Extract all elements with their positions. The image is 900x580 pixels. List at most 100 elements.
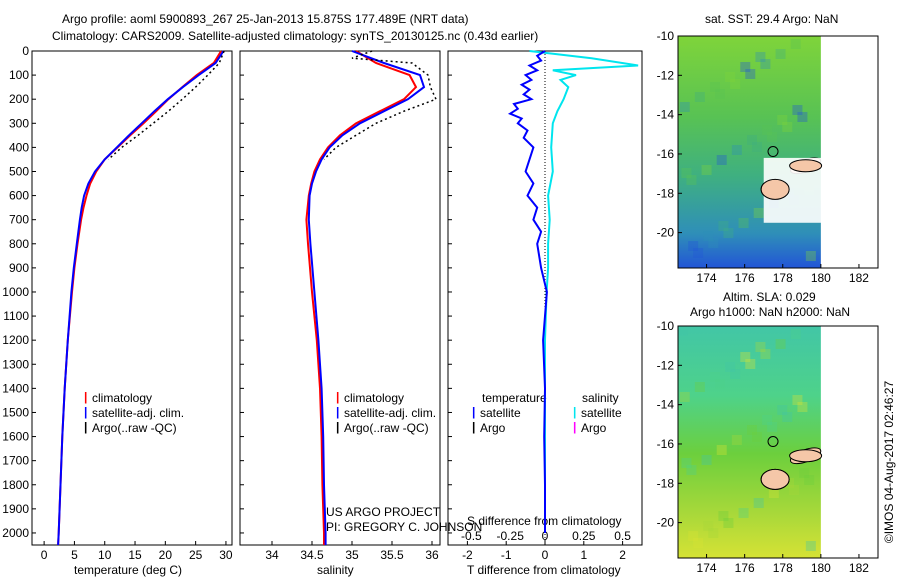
- map-texture: [715, 89, 725, 99]
- map-lon-label: 178: [773, 561, 793, 575]
- difference-t-tick-label: -1: [501, 548, 512, 562]
- depth-tick-label: 1300: [2, 357, 29, 371]
- title-line-2: Climatology: CARS2009. Satellite-adjuste…: [52, 29, 539, 43]
- map-lat-label: -12: [657, 68, 675, 82]
- depth-tick-label: 1800: [2, 478, 29, 492]
- depth-tick-label: 1700: [2, 454, 29, 468]
- map-texture: [762, 125, 773, 135]
- map-texture: [688, 241, 699, 251]
- map-texture: [710, 82, 720, 92]
- map-texture: [703, 231, 714, 241]
- map-texture: [804, 475, 815, 485]
- legend-satellite-adj: satellite-adj. clim.: [344, 406, 437, 420]
- map-texture: [703, 521, 714, 531]
- temperature-argo-line: [107, 50, 225, 160]
- map-texture: [777, 405, 788, 415]
- map-texture: [701, 165, 712, 175]
- temperature-tick-label: 15: [128, 548, 142, 562]
- map-texture: [753, 208, 764, 218]
- map-texture: [745, 359, 756, 369]
- map-lon-label: 174: [697, 271, 717, 285]
- map-texture: [710, 372, 720, 382]
- map-texture: [790, 329, 801, 339]
- map-texture: [681, 458, 692, 468]
- salinity-tick-label: 35.5: [380, 548, 404, 562]
- salinity-argo-line: [323, 50, 438, 160]
- map-texture: [716, 445, 727, 455]
- depth-tick-label: 600: [9, 189, 29, 203]
- difference-s-tick-label: -0.25: [497, 529, 525, 543]
- map-texture: [753, 498, 764, 508]
- map-lon-label: 174: [697, 561, 717, 575]
- sla-field: [678, 326, 821, 558]
- difference-s-tick-label: 0: [542, 529, 549, 543]
- panel-frame-1: [239, 50, 441, 546]
- depth-tick-label: 1100: [3, 309, 29, 323]
- map-texture: [760, 349, 771, 359]
- temperature-satellite-line: [57, 50, 225, 546]
- fiji-viti-levu: [760, 178, 790, 200]
- map-texture: [740, 62, 751, 72]
- legend-argo: Argo(..raw -QC): [344, 421, 429, 435]
- map-lon-label: 182: [849, 561, 869, 575]
- depth-tick-label: 700: [9, 213, 29, 227]
- map-texture: [762, 415, 773, 425]
- map-texture: [792, 395, 803, 405]
- depth-tick-label: 400: [9, 140, 29, 154]
- title-line-1: Argo profile: aoml 5900893_267 25-Jan-20…: [62, 12, 469, 26]
- legend-title-salinity: salinity: [582, 391, 619, 405]
- map-texture: [752, 142, 762, 152]
- sla-map-subtitle: Argo h1000: NaN h2000: NaN: [690, 305, 851, 319]
- legend-climatology: climatology: [92, 391, 153, 405]
- map-texture: [747, 135, 757, 145]
- project-pi: PI: GREGORY C. JOHNSON: [326, 520, 483, 534]
- difference-t-tick-label: -2: [462, 548, 473, 562]
- depth-tick-label: 900: [9, 261, 29, 275]
- map-texture: [686, 175, 697, 185]
- map-texture: [745, 69, 756, 79]
- map-lat-label: -18: [657, 186, 675, 200]
- map-texture: [718, 511, 729, 521]
- map-lat-label: -20: [657, 226, 675, 240]
- legend-title-temperature: temperature: [482, 391, 547, 405]
- fiji-vanua-levu: [789, 449, 823, 463]
- map-texture: [715, 379, 725, 389]
- difference-t-tick-label: 0: [542, 548, 549, 562]
- map-lat-label: -12: [657, 358, 675, 372]
- map-texture: [760, 59, 771, 69]
- t-difference-xlabel: T difference from climatology: [467, 563, 621, 577]
- map-lon-label: 176: [735, 561, 755, 575]
- map-texture: [730, 79, 741, 89]
- depth-tick-label: 1400: [2, 381, 29, 395]
- depth-tick-label: 1200: [2, 333, 29, 347]
- sla-map-title: Altim. SLA: 0.029: [723, 290, 816, 304]
- depth-tick-label: 1600: [2, 430, 29, 444]
- map-texture: [782, 412, 793, 422]
- map-texture: [799, 468, 810, 478]
- map-lon-label: 180: [811, 271, 831, 285]
- fiji-vanua-levu: [789, 159, 823, 173]
- map-lon-label: 180: [811, 561, 831, 575]
- map-texture: [694, 92, 705, 102]
- salinity-tick-label: 36: [425, 548, 439, 562]
- temperature-xlabel: temperature (deg C): [74, 563, 183, 577]
- depth-tick-label: 2000: [2, 526, 29, 540]
- depth-tick-label: 500: [9, 164, 29, 178]
- panel-frame-0: [31, 50, 233, 546]
- difference-s-tick-label: -0.5: [461, 529, 482, 543]
- map-texture: [679, 102, 690, 112]
- map-texture: [716, 155, 727, 165]
- map-texture: [738, 218, 749, 228]
- map-texture: [805, 251, 816, 261]
- map-texture: [694, 382, 705, 392]
- map-texture: [718, 221, 729, 231]
- salinity-tick-label: 34.5: [300, 548, 324, 562]
- salinity-climatology-line: [305, 50, 418, 545]
- temperature-tick-label: 0: [41, 548, 48, 562]
- map-texture: [731, 435, 742, 445]
- salinity-satellite-line: [307, 50, 426, 545]
- depth-tick-label: 1500: [2, 405, 29, 419]
- legend-t-satellite: satellite: [480, 406, 521, 420]
- map-texture: [730, 369, 741, 379]
